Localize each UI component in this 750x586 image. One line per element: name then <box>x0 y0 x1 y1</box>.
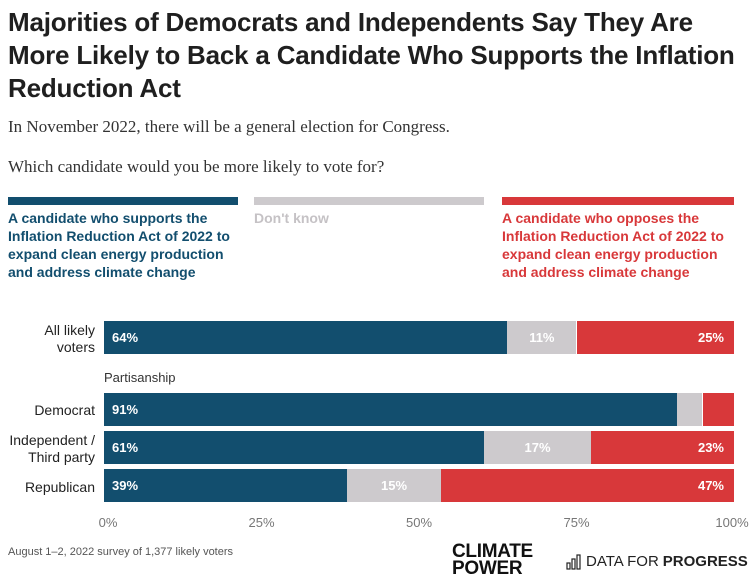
legend-swatch-opposes <box>502 197 734 205</box>
data-for-progress-logo: DATA FOR PROGRESS <box>566 553 748 570</box>
legend-item-opposes: A candidate who opposes the Inflation Re… <box>502 197 734 281</box>
legend-item-dont-know: Don't know <box>254 197 484 227</box>
row-label-all-likely-voters: All likely voters <box>44 322 95 355</box>
legend-label-dont-know: Don't know <box>254 210 329 226</box>
chart-subtitle: In November 2022, there will be a genera… <box>8 117 450 136</box>
bar-row-republican: 39% 15% 47% <box>104 469 734 502</box>
survey-footnote: August 1–2, 2022 survey of 1,377 likely … <box>8 546 234 558</box>
bar-segment-dont-know <box>507 321 577 354</box>
data-label-opposes: 23% <box>697 440 724 455</box>
bar-segment-supports <box>104 469 348 502</box>
data-label-opposes: 25% <box>697 330 724 345</box>
x-tick-label: 75% <box>563 515 590 530</box>
bar-segment-opposes <box>590 431 734 464</box>
bar-segment-supports <box>104 431 485 464</box>
legend-item-supports: A candidate who supports the Inflation R… <box>8 197 238 281</box>
bar-row-all-likely-voters: 64% 11% 25% <box>104 321 734 354</box>
data-label-opposes: 47% <box>697 478 724 493</box>
bar-row-independent: 61% 17% 23% <box>104 431 734 464</box>
x-tick-label: 0% <box>98 515 118 530</box>
bar-segment-dont-know <box>677 393 703 426</box>
x-tick-label: 100% <box>715 515 749 530</box>
legend-swatch-supports <box>8 197 238 205</box>
row-label-independent: Independent / Third party <box>9 432 95 465</box>
survey-question: Which candidate would you be more likely… <box>8 157 385 176</box>
bar-row-democrat: 91% <box>104 393 734 426</box>
climate-power-logo: CLIMATE POWER <box>452 541 533 579</box>
bar-segment-supports <box>104 321 508 354</box>
data-label-dont-know: 17% <box>524 440 551 455</box>
data-label-supports: 64% <box>112 330 139 345</box>
data-label-supports: 91% <box>112 402 139 417</box>
bar-segment-opposes <box>576 321 734 354</box>
data-label-supports: 61% <box>112 440 139 455</box>
x-tick-label: 25% <box>248 515 275 530</box>
legend-swatch-dont-know <box>254 197 484 205</box>
bar-segment-opposes <box>440 469 734 502</box>
row-label-democrat: Democrat <box>34 402 95 418</box>
dfp-logo-regular: DATA FOR <box>586 553 659 570</box>
bar-segment-opposes <box>702 393 734 426</box>
data-label-dont-know: 11% <box>529 330 555 345</box>
section-label-partisanship: Partisanship <box>104 370 176 385</box>
row-label-republican: Republican <box>24 479 95 495</box>
legend-label-supports: A candidate who supports the Inflation R… <box>8 210 230 280</box>
data-label-dont-know: 15% <box>381 478 408 493</box>
bar-segment-dont-know <box>347 469 441 502</box>
dfp-logo-bold: PROGRESS <box>662 553 748 570</box>
bar-segment-supports <box>104 393 678 426</box>
chart-title: Majorities of Democrats and Independents… <box>8 7 735 103</box>
bar-chart-icon <box>566 553 581 570</box>
data-label-supports: 39% <box>112 478 139 493</box>
bar-segment-dont-know <box>484 431 591 464</box>
legend-label-opposes: A candidate who opposes the Inflation Re… <box>502 210 724 280</box>
x-tick-label: 50% <box>405 515 433 530</box>
